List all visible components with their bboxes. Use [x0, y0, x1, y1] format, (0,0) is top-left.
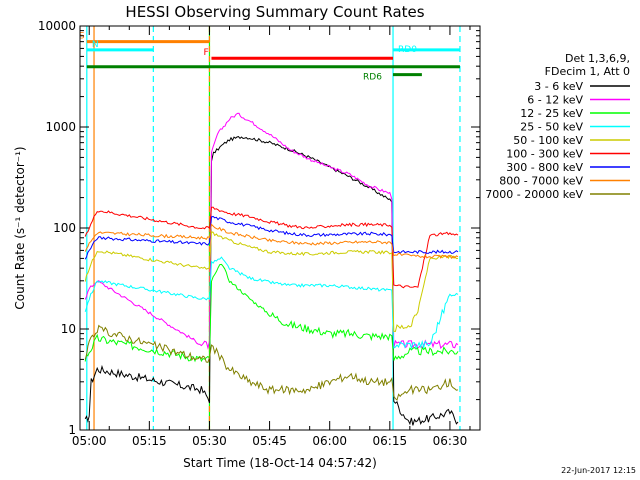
legend-label-5: 100 - 300 keV [506, 148, 583, 161]
y-axis-label: Count Rate (s⁻¹ detector⁻¹) [13, 146, 27, 309]
legend-header-1: FDecim 1, Att 0 [545, 65, 630, 78]
flag-label-1: N [92, 40, 99, 50]
series-line-5 [84, 206, 459, 289]
x-tick-label-2: 05:30 [192, 434, 227, 448]
x-tick-label-5: 06:15 [373, 434, 408, 448]
x-tick-label-0: 05:00 [72, 434, 107, 448]
x-axis-label: Start Time (18-Oct-14 04:57:42) [183, 456, 377, 470]
series-line-4 [84, 231, 459, 333]
x-tick-label-1: 05:15 [132, 434, 167, 448]
series-line-7 [84, 223, 459, 260]
legend-label-2: 12 - 25 keV [520, 107, 583, 120]
series-line-6 [84, 215, 459, 260]
chart-title: HESSI Observing Summary Count Rates [125, 3, 424, 21]
legend-label-7: 800 - 7000 keV [499, 175, 583, 188]
x-tick-label-4: 06:00 [312, 434, 347, 448]
legend-label-0: 3 - 6 keV [534, 80, 583, 93]
legend-label-8: 7000 - 20000 keV [485, 188, 583, 201]
plot-frame [79, 25, 481, 431]
y-tick-label-4: 10000 [38, 19, 76, 33]
y-tick-label-2: 100 [53, 221, 76, 235]
series-line-1 [84, 112, 459, 350]
series-line-2 [84, 263, 459, 363]
y-tick-label-3: 1000 [45, 120, 76, 134]
x-tick-label-6: 06:30 [433, 434, 468, 448]
series-line-3 [84, 256, 459, 351]
y-tick-label-0: 1 [68, 423, 76, 437]
legend-label-4: 50 - 100 keV [513, 134, 583, 147]
footer-date: 22-Jun-2017 12:15 [561, 466, 636, 475]
legend-label-6: 300 - 800 keV [506, 161, 583, 174]
flag-label-2: F [203, 48, 208, 58]
series-line-8 [84, 324, 459, 401]
series-line-0 [84, 136, 459, 426]
legend-header-0: Det 1,3,6,9, [565, 52, 630, 65]
legend-label-3: 25 - 50 keV [520, 121, 583, 134]
flag-label-0: S [79, 32, 85, 42]
y-tick-label-1: 10 [61, 322, 76, 336]
flag-label-4: RD6 [363, 73, 382, 83]
flag-label-3: RD0 [398, 45, 417, 55]
x-tick-label-3: 05:45 [252, 434, 287, 448]
legend-label-1: 6 - 12 keV [527, 94, 583, 107]
